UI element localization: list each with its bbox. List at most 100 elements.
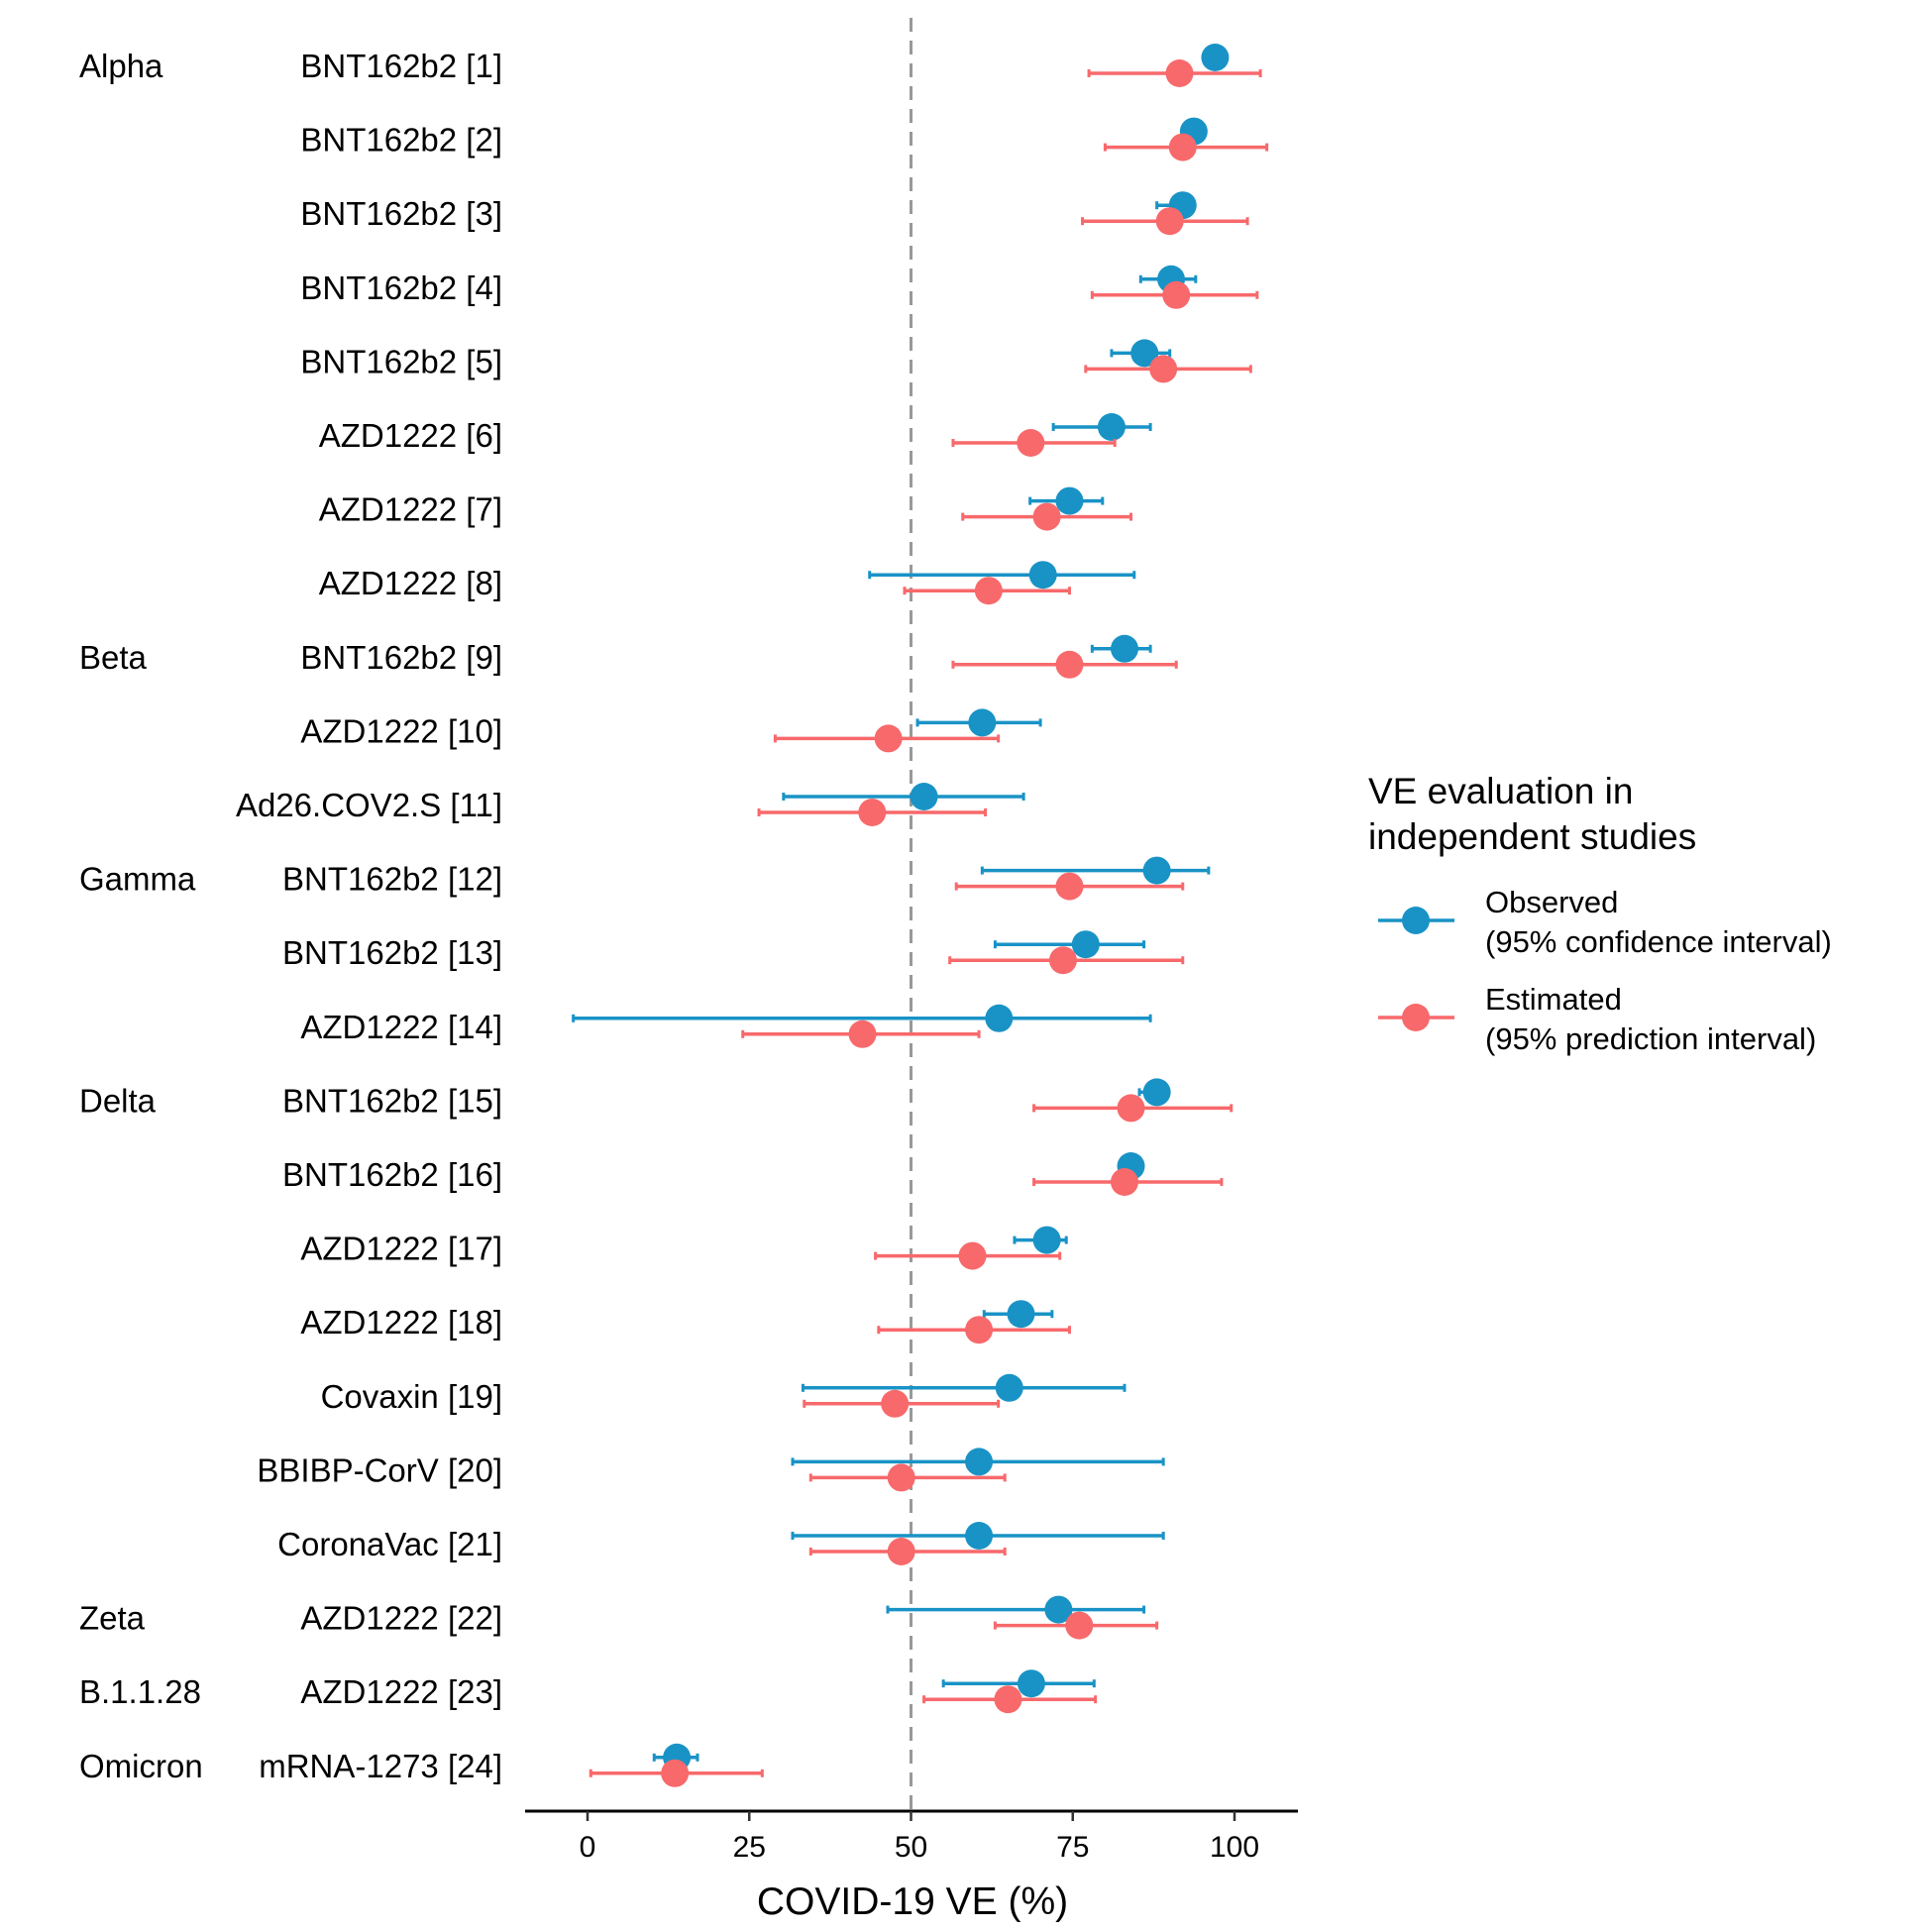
row-label: BNT162b2 [4] [300,269,502,306]
rows-layer: BNT162b2 [1] Alpha BNT162b2 [2] BNT162b2 [3… [79,44,1269,1787]
variant-group-label: B.1.1.28 [79,1673,201,1710]
forest-row: CoronaVac [21] [277,1522,1165,1565]
estimated-point [1055,872,1084,901]
observed-point [1032,1226,1061,1254]
observed-point [1017,1669,1045,1698]
estimated-point [1032,502,1061,531]
estimated-point [858,799,887,826]
variant-group-label: Omicron [79,1748,203,1784]
forest-row: AZD1222 [14] [300,1004,1152,1048]
forest-row: AZD1222 [6] [319,413,1152,457]
estimated-point [1065,1611,1094,1640]
forest-row: BNT162b2 [16] [282,1152,1224,1196]
observed-point [1110,634,1138,663]
legend-observed-label: (95% confidence interval) [1485,924,1832,959]
estimated-point [1017,429,1045,457]
forest-row: AZD1222 [7] [319,486,1133,531]
variant-group-label: Zeta [79,1600,146,1637]
legend-estimated-label: Estimated [1485,982,1622,1017]
forest-row: BNT162b2 [9] Beta [79,634,1178,679]
estimated-point [1155,207,1184,236]
observed-point [1097,413,1126,441]
row-label: CoronaVac [21] [277,1526,502,1562]
legend-entry-observed: Observed (95% confidence interval) [1378,885,1832,959]
row-label: Ad26.COV2.S [11] [236,787,502,823]
observed-point [965,1448,994,1476]
row-label: BNT162b2 [13] [282,934,502,971]
row-label: AZD1222 [14] [300,1009,502,1045]
row-label: AZD1222 [8] [319,565,502,601]
row-label: BNT162b2 [5] [300,343,502,379]
forest-row: Covaxin [19] [321,1373,1127,1418]
observed-point [1142,856,1171,885]
forest-row: AZD1222 [10] [300,708,1042,753]
estimated-point [965,1316,994,1344]
forest-row: BNT162b2 [1] Alpha [79,44,1262,87]
estimated-point [1168,133,1197,161]
estimated-point [1048,946,1077,975]
variant-group-label: Delta [79,1082,157,1119]
row-label: BNT162b2 [2] [300,122,502,159]
estimated-point [881,1389,910,1418]
row-label: BNT162b2 [16] [282,1156,502,1193]
forest-row: AZD1222 [8] [319,561,1136,605]
observed-point [968,708,997,737]
estimated-point [661,1759,690,1787]
x-tick-label: 100 [1210,1831,1259,1864]
forest-row: BBIBP-CorV [20] [257,1448,1165,1492]
forest-row: BNT162b2 [4] [300,265,1259,309]
observed-point [1028,561,1057,590]
observed-point [1130,339,1159,368]
forest-row: BNT162b2 [15] Delta [79,1078,1234,1123]
x-axis-title: COVID-19 VE (%) [757,1880,1068,1923]
estimated-point [1055,650,1084,679]
estimated-point [848,1020,877,1048]
legend-entry-estimated: Estimated (95% prediction interval) [1378,982,1816,1056]
estimated-point [1117,1094,1145,1123]
legend: VE evaluation in independent studies Obser… [1368,771,1832,1056]
legend-title: independent studies [1368,816,1696,857]
forest-row: BNT162b2 [13] [282,930,1185,975]
estimated-point [994,1685,1022,1714]
row-label: mRNA-1273 [24] [259,1748,502,1784]
estimated-point [874,724,903,753]
legend-estimated-point [1402,1004,1430,1031]
row-label: BBIBP-CorV [20] [257,1451,502,1488]
forest-row: AZD1222 [23] B.1.1.28 [79,1669,1098,1714]
row-label: BNT162b2 [15] [282,1082,502,1119]
observed-point [985,1004,1014,1032]
variant-group-label: Alpha [79,48,163,84]
x-tick-label: 0 [580,1831,596,1864]
observed-point [1142,1078,1171,1107]
estimated-point [974,577,1003,605]
x-axis: COVID-19 VE (%) 0 25 50 75 100 [525,1809,1298,1923]
observed-point [1007,1300,1035,1329]
forest-row: BNT162b2 [5] [300,339,1252,383]
observed-point [910,783,938,810]
estimated-point [887,1463,915,1492]
estimated-point [1165,59,1194,87]
forest-row: Ad26.COV2.S [11] [236,783,1025,826]
row-label: AZD1222 [23] [300,1673,502,1710]
x-tick-label: 75 [1056,1831,1089,1864]
legend-observed-point [1402,907,1430,934]
observed-point [1055,486,1084,515]
row-label: AZD1222 [17] [300,1231,502,1267]
row-label: AZD1222 [18] [300,1304,502,1341]
observed-point [1071,930,1100,959]
forest-row: AZD1222 [22] Zeta [79,1595,1159,1640]
observed-point [965,1522,994,1550]
row-label: BNT162b2 [3] [300,195,502,232]
estimated-point [1149,355,1178,383]
forest-row: AZD1222 [17] [300,1226,1068,1270]
estimated-point [958,1241,987,1270]
variant-group-label: Gamma [79,861,196,898]
observed-point [1201,44,1230,71]
estimated-point [1162,280,1191,309]
legend-observed-label: Observed [1485,885,1618,919]
forest-row: AZD1222 [18] [300,1300,1071,1344]
row-label: AZD1222 [6] [319,417,502,454]
forest-row: BNT162b2 [12] Gamma [79,856,1211,901]
estimated-point [1110,1168,1138,1196]
